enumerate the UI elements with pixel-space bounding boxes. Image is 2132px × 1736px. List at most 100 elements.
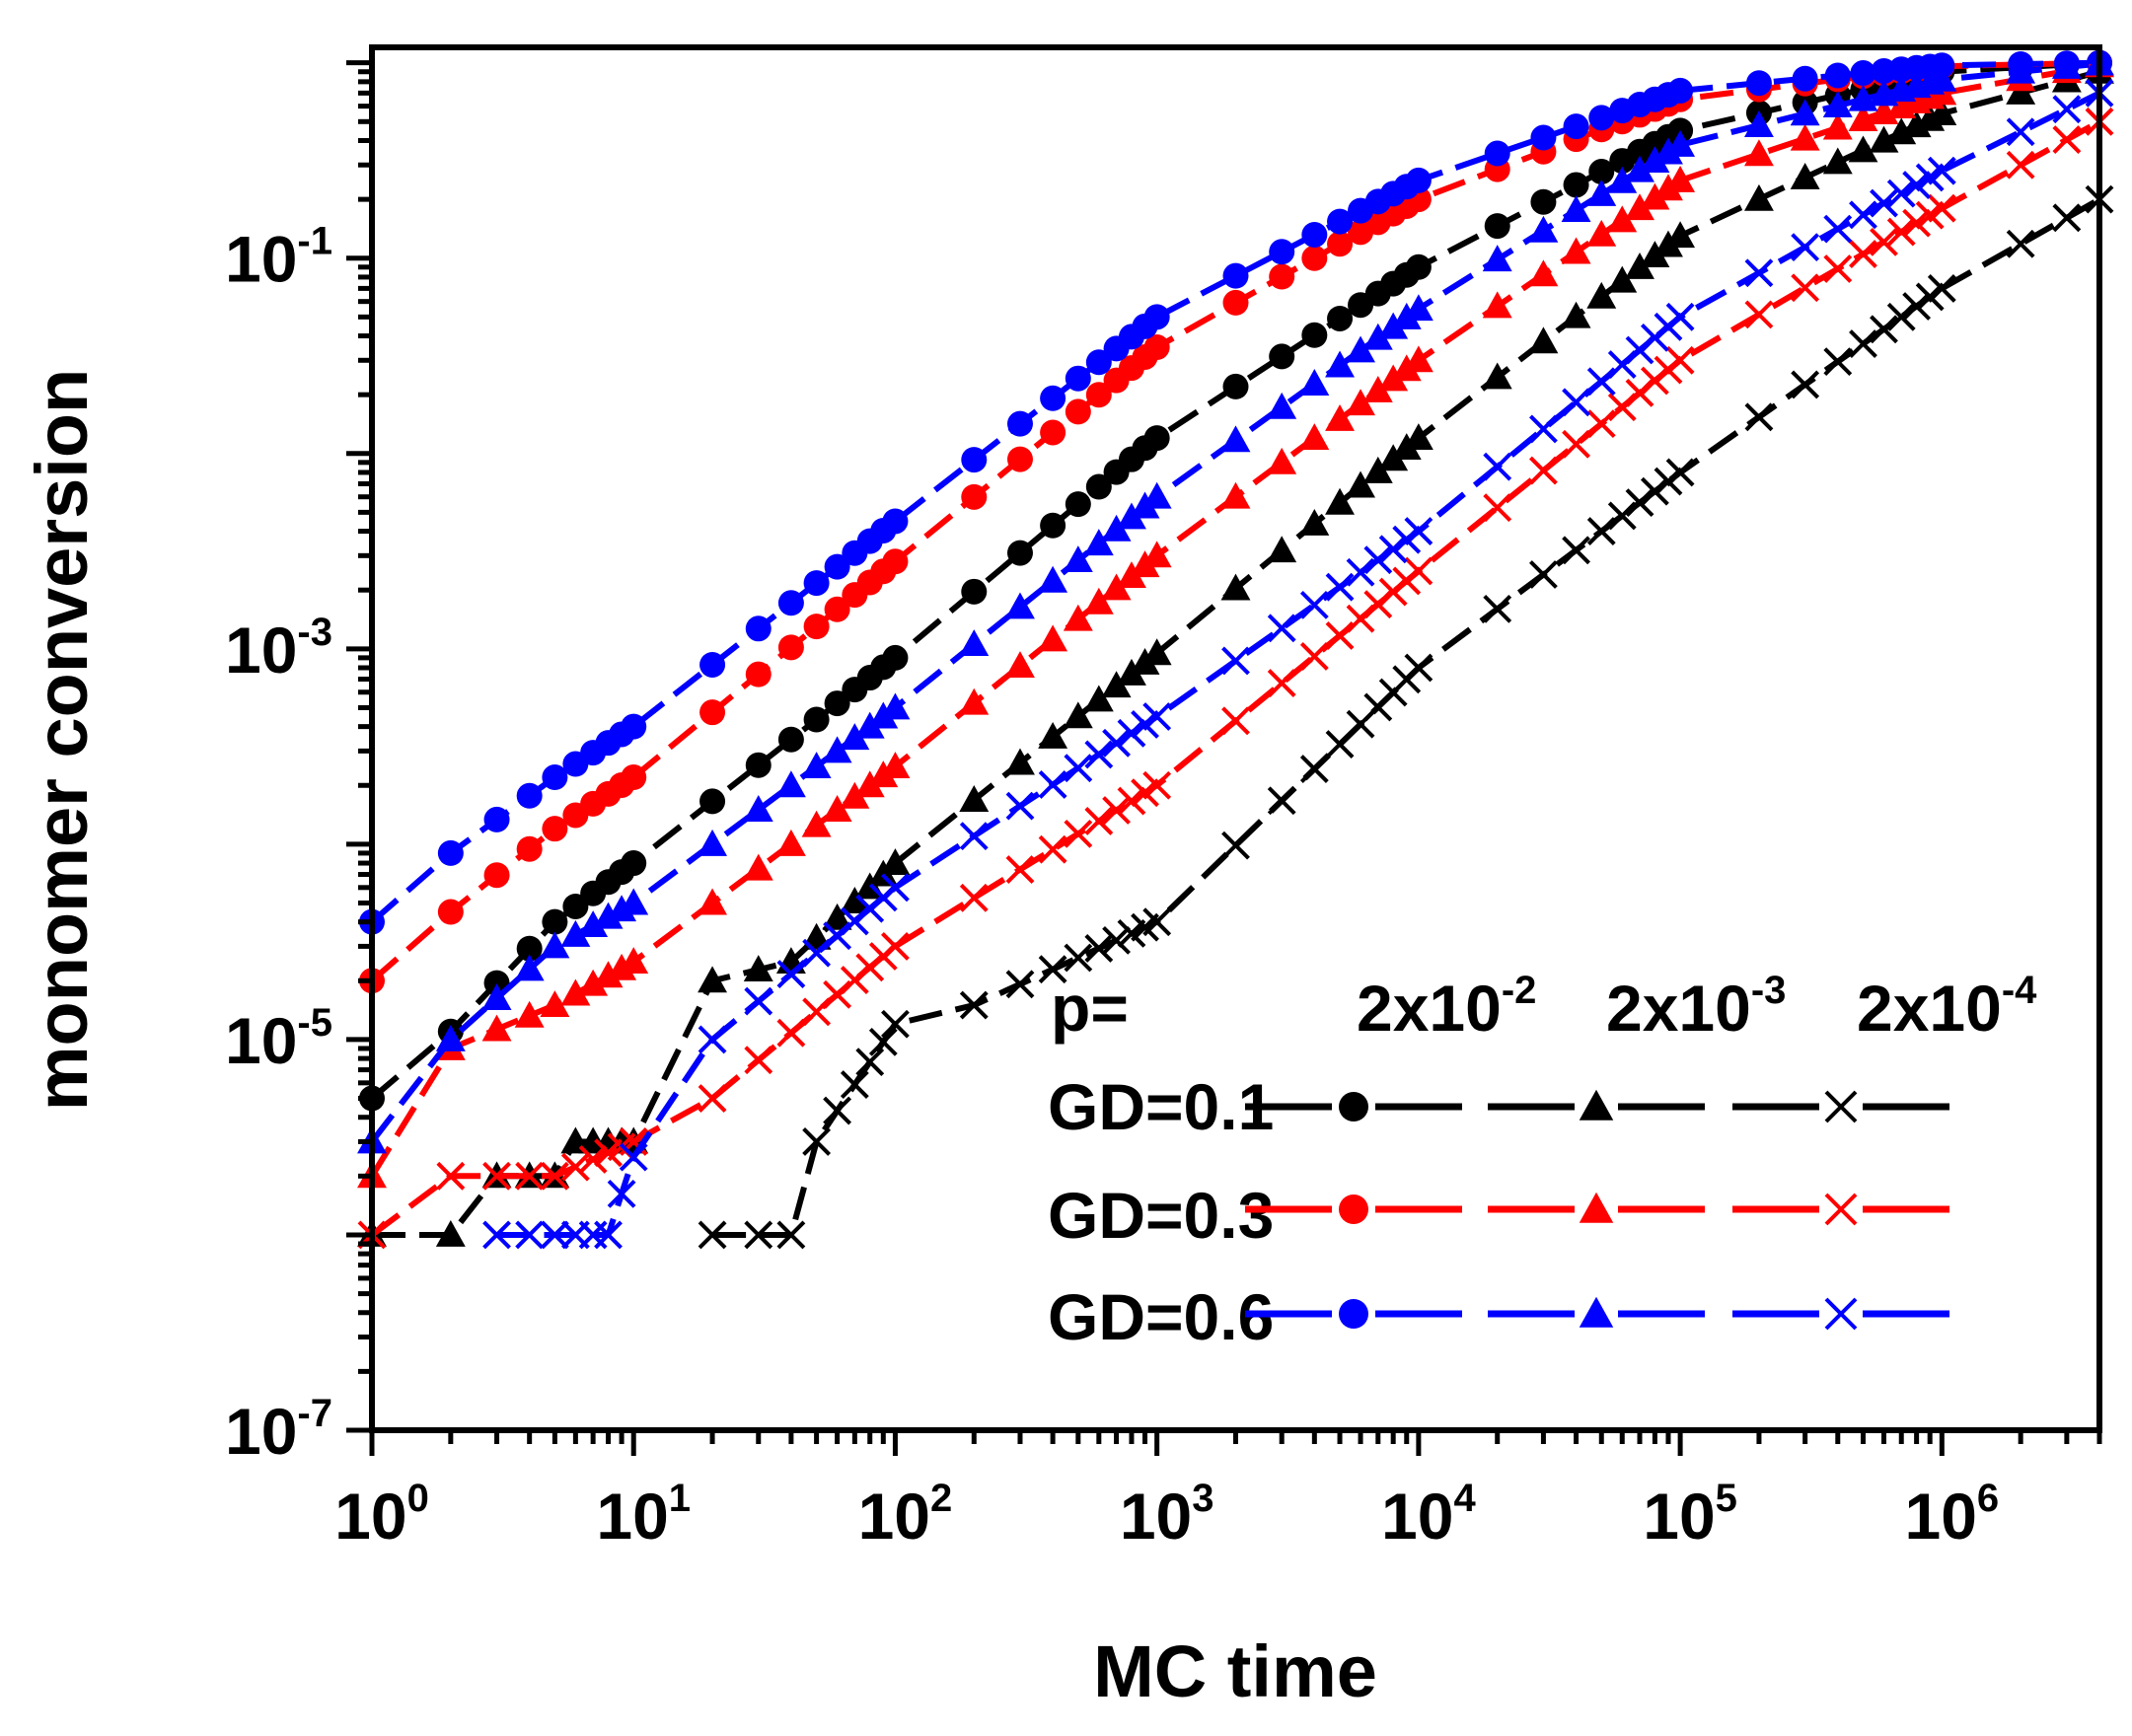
data-point	[1849, 329, 1877, 358]
data-point	[1378, 364, 1409, 392]
y-axis-title: monomer conversion	[21, 369, 103, 1112]
data-point	[699, 699, 726, 726]
plot-frame	[369, 44, 2102, 1433]
data-point	[1325, 403, 1355, 431]
data-point	[1222, 289, 1249, 316]
data-point	[1040, 512, 1066, 539]
data-point	[1902, 171, 1932, 199]
data-point	[1588, 159, 1615, 185]
data-point	[1325, 620, 1355, 650]
legend-marker	[1824, 1193, 1858, 1226]
data-point	[1822, 112, 1853, 140]
data-point	[1006, 540, 1033, 566]
data-point	[1744, 402, 1774, 432]
data-point	[1083, 529, 1114, 556]
data-point	[775, 770, 806, 798]
tick-base: 10	[225, 223, 297, 296]
x-tick-label: 101	[596, 1477, 691, 1553]
y-tick-label: 10-7	[225, 1392, 332, 1468]
data-point	[1927, 156, 1956, 185]
data-point	[1040, 385, 1066, 411]
data-point	[1529, 414, 1558, 444]
data-point	[540, 990, 570, 1017]
data-point	[822, 795, 852, 822]
data-point	[1101, 573, 1132, 601]
data-point	[1299, 508, 1330, 536]
data-point	[1301, 245, 1328, 271]
data-point	[1665, 458, 1695, 487]
data-point	[1607, 393, 1637, 422]
data-point	[1102, 728, 1131, 758]
data-point	[961, 447, 988, 473]
data-point	[1586, 517, 1616, 545]
data-point	[1528, 326, 1559, 354]
data-point	[1405, 253, 1432, 280]
data-point	[824, 553, 850, 580]
data-point	[578, 910, 609, 938]
tick-exponent: 6	[1977, 1477, 1999, 1520]
data-point	[1561, 195, 1591, 223]
data-point	[619, 1142, 648, 1172]
data-point	[540, 1220, 569, 1250]
data-point	[1586, 219, 1617, 247]
data-point	[1267, 786, 1296, 816]
data-point	[882, 644, 909, 671]
data-point	[1222, 262, 1249, 289]
data-point	[1117, 502, 1146, 530]
data-point	[1301, 222, 1328, 249]
data-point	[699, 651, 726, 678]
data-point	[824, 596, 850, 622]
data-point	[1404, 517, 1434, 545]
data-point	[1790, 163, 1820, 189]
data-point	[437, 839, 464, 866]
data-point	[1299, 755, 1329, 783]
data-point	[1063, 604, 1093, 631]
data-point	[1529, 560, 1558, 589]
data-point	[803, 570, 830, 597]
data-point	[621, 850, 647, 877]
data-point	[1143, 304, 1170, 330]
data-point	[1378, 312, 1409, 339]
data-point	[2006, 150, 2035, 180]
data-point	[1902, 208, 1932, 238]
data-point	[1886, 302, 1916, 331]
data-point	[1665, 221, 1696, 249]
data-point	[1299, 369, 1330, 396]
data-point	[1792, 65, 1818, 92]
data-point	[1346, 604, 1375, 633]
data-point	[619, 888, 649, 915]
data-point	[1325, 572, 1355, 602]
data-point	[882, 548, 909, 575]
series-line	[369, 60, 2100, 1144]
x-tick-label: 106	[1904, 1477, 1999, 1553]
data-point	[801, 810, 832, 837]
data-point	[699, 788, 726, 815]
data-point	[515, 1220, 545, 1250]
data-point	[1299, 423, 1330, 451]
legend-marker	[1579, 1192, 1614, 1223]
data-point	[1085, 473, 1112, 500]
data-point	[1915, 282, 1945, 312]
tick-exponent: 3	[1192, 1477, 1213, 1520]
data-point	[1562, 429, 1590, 459]
data-point	[698, 1084, 727, 1113]
data-point	[1870, 188, 1898, 218]
data-point	[1038, 834, 1067, 864]
data-point	[1607, 350, 1637, 379]
data-point	[959, 822, 989, 851]
data-point	[1362, 456, 1393, 483]
data-point	[854, 711, 885, 739]
data-point	[777, 590, 804, 616]
data-point	[1586, 367, 1616, 397]
data-point	[1267, 392, 1297, 419]
data-point	[1363, 545, 1393, 575]
data-point	[1927, 64, 1957, 92]
data-point	[437, 899, 464, 925]
data-point	[578, 1144, 608, 1174]
data-point	[1586, 179, 1617, 206]
data-point	[801, 752, 832, 779]
data-point	[1301, 322, 1328, 348]
data-point	[1483, 594, 1512, 623]
data-point	[1005, 748, 1035, 775]
